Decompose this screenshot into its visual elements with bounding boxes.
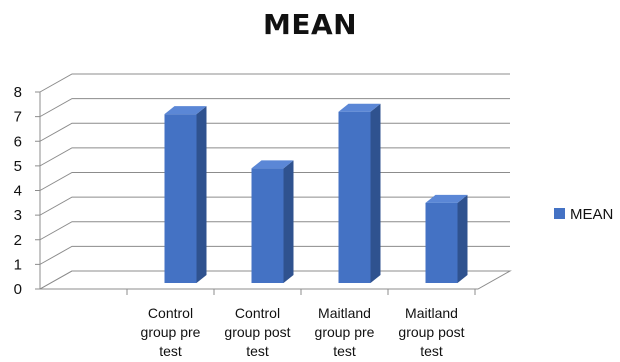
- y-tick-label: 6: [14, 133, 22, 150]
- legend-label: MEAN: [570, 206, 613, 223]
- x-tick-label: group post: [224, 324, 290, 340]
- y-tick-label: 3: [14, 207, 22, 224]
- x-tick-label: test: [420, 343, 443, 359]
- bar-side: [457, 194, 468, 283]
- chart-title: MEAN: [262, 8, 358, 41]
- bar-side: [196, 106, 207, 283]
- bar-side: [370, 103, 381, 283]
- y-tick-label: 7: [14, 109, 22, 126]
- x-tick-label: group post: [398, 324, 464, 340]
- x-tick-label: Control: [235, 305, 280, 321]
- gridline: [39, 122, 510, 142]
- bar-top: [425, 194, 468, 203]
- bar-top: [338, 103, 381, 112]
- y-tick-label: 1: [14, 256, 22, 273]
- bar: [425, 202, 458, 283]
- x-tick-label: test: [246, 343, 269, 359]
- gridline: [39, 98, 510, 118]
- x-tick-label: Maitland: [318, 305, 371, 321]
- x-tick-label: Control: [148, 305, 193, 321]
- bar-top: [164, 106, 207, 115]
- x-tick-label: Maitland: [405, 305, 458, 321]
- y-tick-label: 2: [14, 232, 22, 249]
- y-tick-label: 5: [14, 158, 22, 175]
- y-tick-label: 8: [14, 84, 22, 101]
- x-tick-label: test: [333, 343, 356, 359]
- bar: [164, 114, 197, 283]
- y-tick-label: 4: [14, 183, 22, 200]
- bar-top: [251, 160, 294, 169]
- y-tick-label: 0: [14, 281, 22, 298]
- legend-swatch: [554, 208, 565, 219]
- bar: [251, 168, 284, 283]
- gridline: [39, 73, 510, 93]
- x-tick-label: test: [159, 343, 182, 359]
- x-tick-label: group pre: [141, 324, 201, 340]
- bar: [338, 111, 371, 283]
- bar-side: [283, 160, 294, 283]
- x-tick-label: group pre: [315, 324, 375, 340]
